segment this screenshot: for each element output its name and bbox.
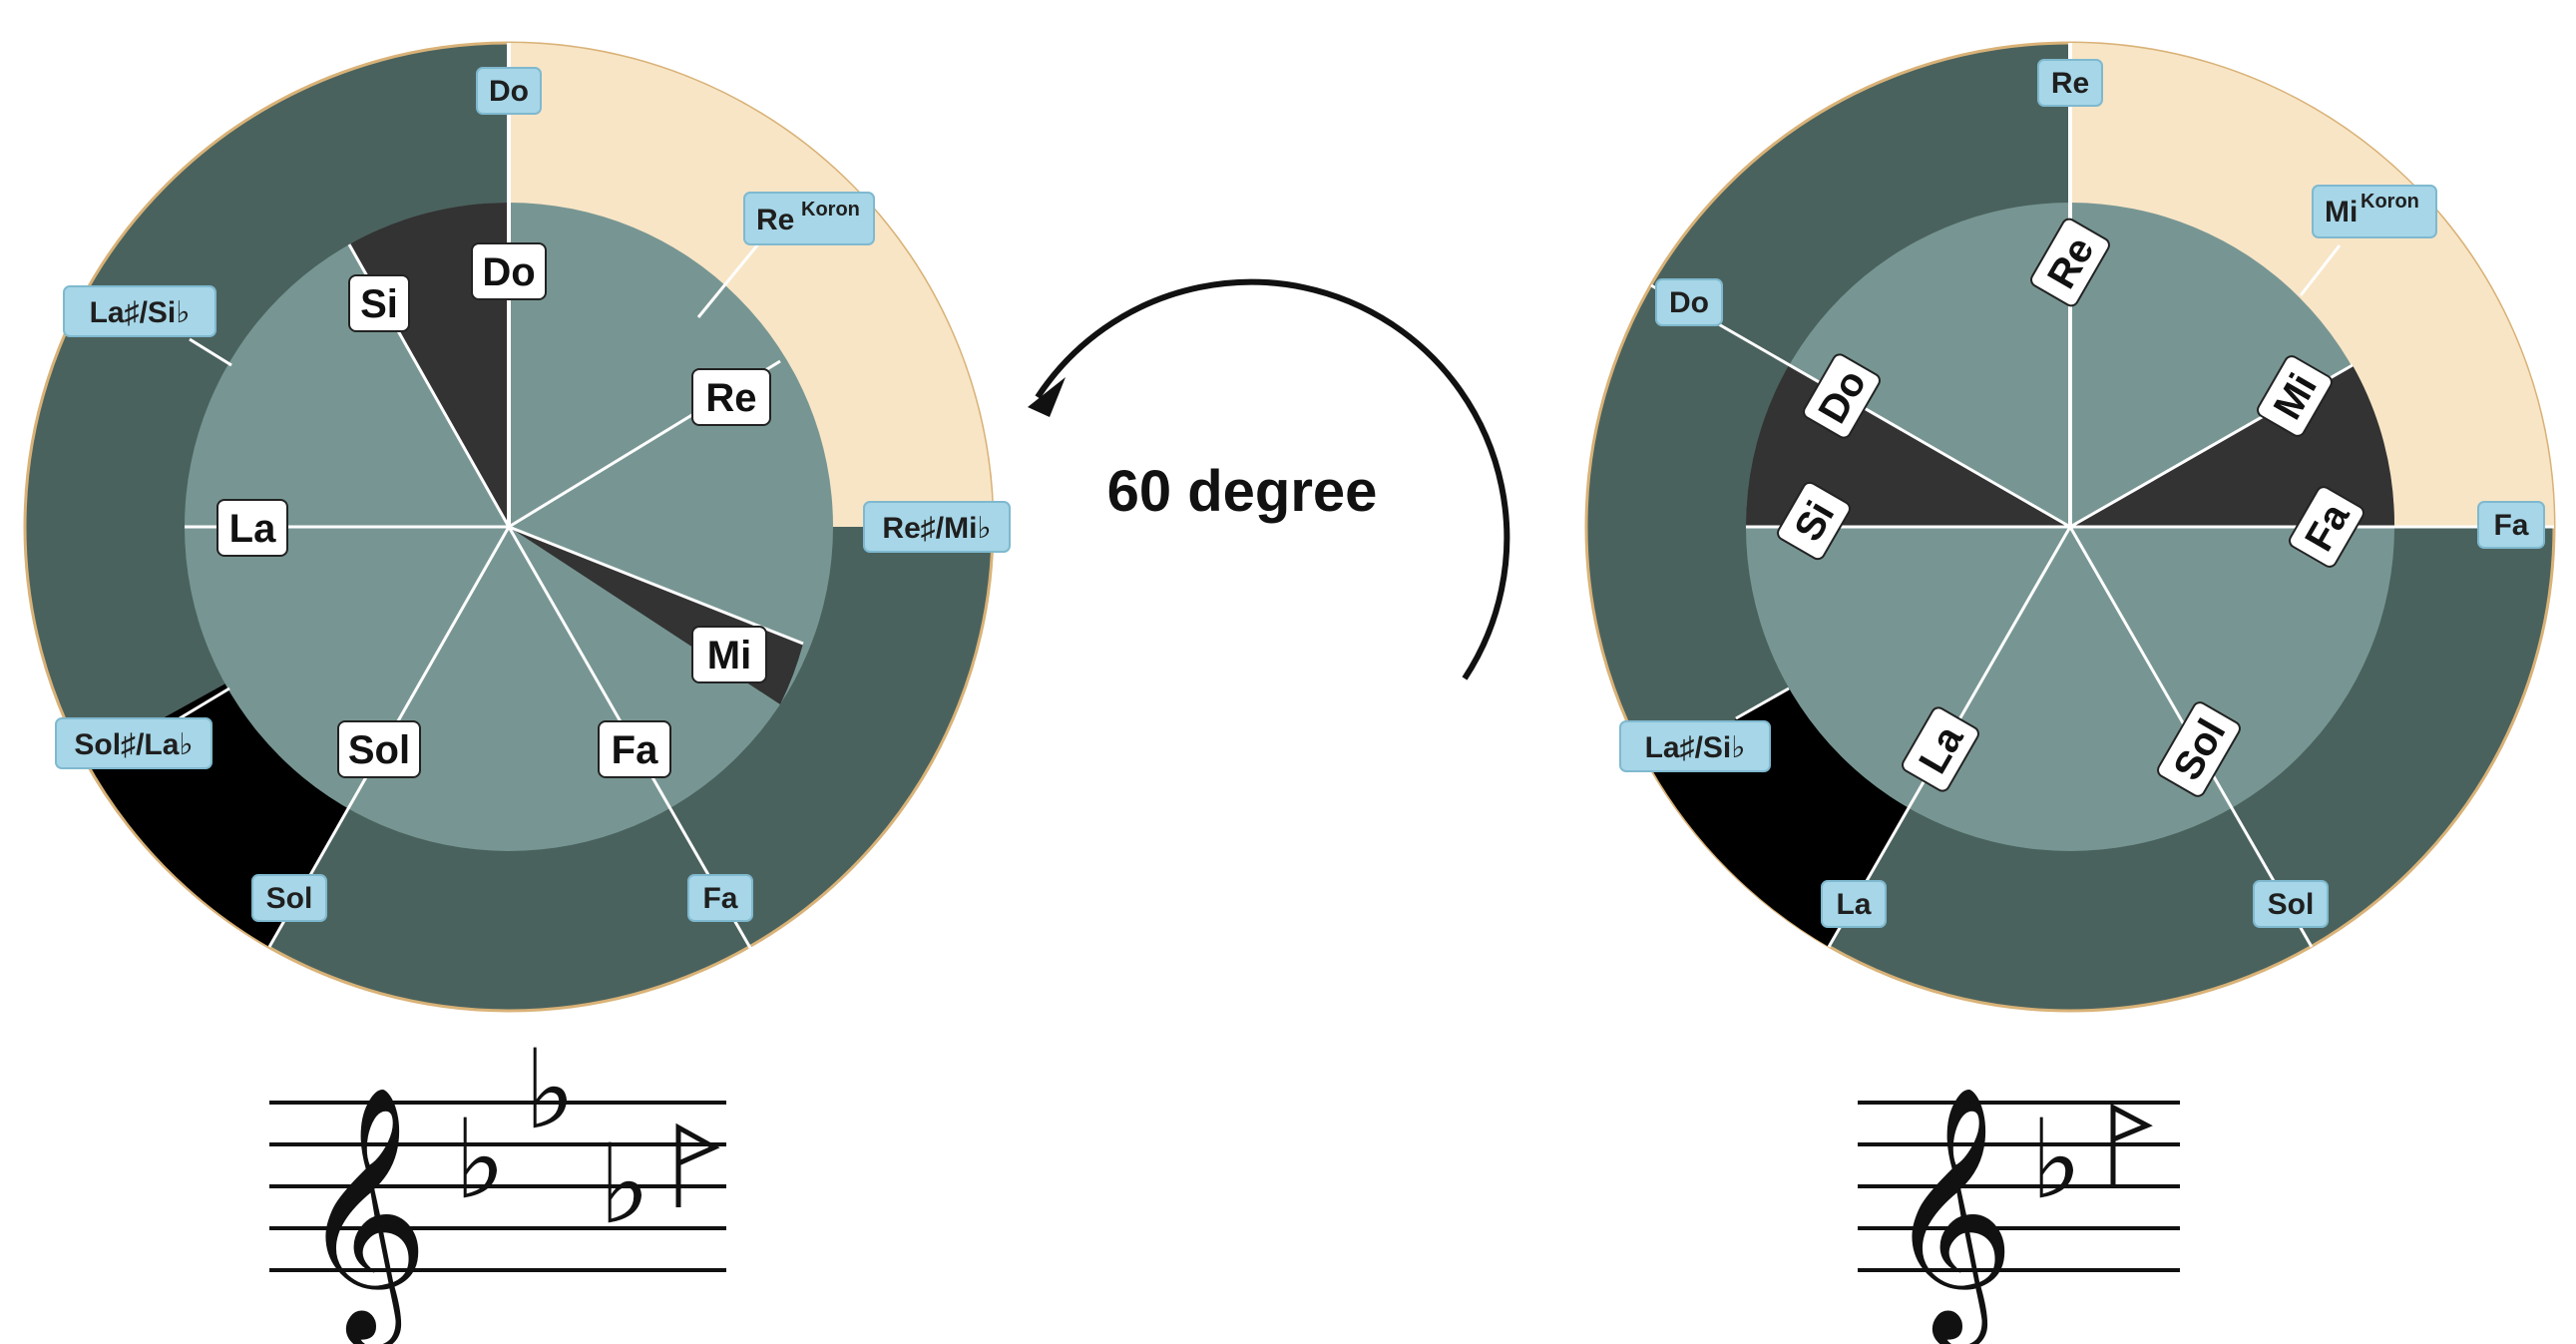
arrowhead-icon <box>1028 377 1066 417</box>
staff-left: 𝄞 ♭ ♭ ♭ <box>269 1026 726 1344</box>
inner-label-mi-right: Mi <box>2257 355 2333 437</box>
svg-text:Do: Do <box>482 250 535 294</box>
inner-label-re-left: Re <box>691 368 771 426</box>
divider-lasi-right <box>1735 686 1790 720</box>
outer-label-sol-right: Sol <box>2253 880 2329 928</box>
rotation-arrow: 60 degree <box>1028 278 1510 680</box>
inner-label-fa-left: Fa <box>598 720 671 778</box>
svg-text:Do: Do <box>1669 286 1709 319</box>
outer-label-solsharp-left: Sol♯/La♭ <box>55 717 213 769</box>
inner-label-mi-left: Mi <box>691 626 767 683</box>
svg-text:Mi: Mi <box>707 634 751 677</box>
staff-right: 𝄞 ♭ <box>1858 1084 2180 1344</box>
svg-text:Sol: Sol <box>266 882 313 915</box>
svg-text:La♯/Si♭: La♯/Si♭ <box>90 296 191 329</box>
svg-text:La: La <box>229 507 276 551</box>
svg-text:Sol: Sol <box>348 728 410 772</box>
outer-label-do-left: Do <box>476 67 542 115</box>
outer-label-lasharp-right: La♯/Si♭ <box>1619 720 1771 772</box>
wheel-right: Re Mi Koron Fa Sol La La♯/Si♭ Do <box>1584 41 2556 1013</box>
divider-koron-right <box>2299 244 2342 296</box>
rotation-label: 60 degree <box>1107 459 1378 524</box>
outer-label-la-right: La <box>1821 880 1887 928</box>
divider-sharp-left <box>179 686 230 720</box>
svg-text:La: La <box>1836 888 1871 921</box>
flat-icon: ♭ <box>2030 1096 2082 1223</box>
outer-label-re-right: Re <box>2037 59 2103 107</box>
wheel-left: Do Re Koron Re♯/Mi♭ Fa Sol Sol♯/La♭ La♯/… <box>23 41 1011 1013</box>
svg-text:Do: Do <box>489 75 529 108</box>
svg-text:Re: Re <box>705 376 756 420</box>
inner-label-do-left: Do <box>471 242 547 300</box>
koron-icon <box>675 1122 720 1207</box>
svg-text:Fa: Fa <box>702 882 737 915</box>
inner-label-sol-left: Sol <box>337 720 421 778</box>
svg-text:Koron: Koron <box>2361 191 2419 213</box>
koron-icon <box>2110 1103 2153 1187</box>
outer-label-fa-left: Fa <box>687 874 753 922</box>
outer-label-fa-right: Fa <box>2477 501 2545 549</box>
inner-label-si-left: Si <box>348 274 410 332</box>
flat-icon: ♭ <box>599 1120 650 1248</box>
treble-clef-icon: 𝄞 <box>299 1084 429 1344</box>
svg-text:Fa: Fa <box>612 728 658 772</box>
svg-text:La♯/Si♭: La♯/Si♭ <box>1645 731 1746 764</box>
svg-text:Re♯/Mi♭: Re♯/Mi♭ <box>882 512 991 545</box>
flat-icon: ♭ <box>454 1096 506 1223</box>
outer-label-sol-left: Sol <box>251 874 327 922</box>
divider-lasi-left <box>189 337 232 367</box>
svg-text:Sol♯/La♭: Sol♯/La♭ <box>74 728 193 761</box>
divider-mi-left <box>508 525 804 646</box>
inner-label-la-left: La <box>216 499 288 557</box>
inner-label-si-right: Si <box>1777 481 1851 561</box>
outer-label-resharp-left: Re♯/Mi♭ <box>863 501 1011 553</box>
outer-label-lasharp-left: La♯/Si♭ <box>63 285 216 337</box>
svg-text:Sol: Sol <box>2268 888 2315 921</box>
svg-text:Si: Si <box>360 282 398 326</box>
outer-label-mikoron-right: Mi Koron <box>2312 185 2437 238</box>
svg-text:Koron: Koron <box>801 199 860 221</box>
svg-text:Re: Re <box>2051 67 2089 100</box>
svg-text:Fa: Fa <box>2493 509 2528 542</box>
inner-label-re-right: Re <box>2030 218 2110 307</box>
flat-icon: ♭ <box>524 1026 576 1153</box>
outer-label-do-right: Do <box>1655 278 1723 326</box>
outer-label-rekoron-left: Re Koron <box>743 192 875 245</box>
treble-clef-icon: 𝄞 <box>1886 1084 2015 1344</box>
svg-text:Re: Re <box>756 204 794 236</box>
svg-text:Mi: Mi <box>2325 196 2358 228</box>
